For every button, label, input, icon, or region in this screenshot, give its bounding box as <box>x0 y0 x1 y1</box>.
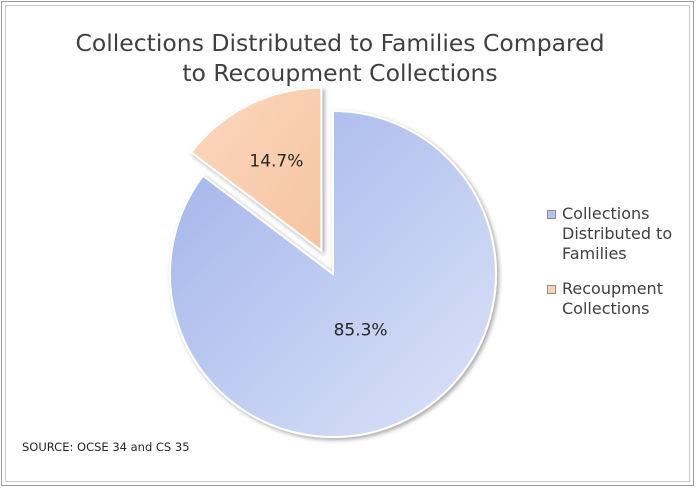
chart-title: Collections Distributed to Families Comp… <box>60 28 620 88</box>
legend-label-recoupment-line-2: Collections <box>562 299 650 318</box>
source-note: SOURCE: OCSE 34 and CS 35 <box>22 440 190 454</box>
pie-slice-recoupment <box>189 86 323 253</box>
legend-label-distributed-line-2: Distributed to <box>562 224 673 243</box>
legend-swatch-distributed <box>547 210 556 219</box>
legend-item-distributed: Collections Distributed to Families <box>545 204 685 264</box>
chart-legend: Collections Distributed to Families Reco… <box>545 204 685 334</box>
legend-label-distributed-line-1: Collections <box>562 204 650 223</box>
chart-frame-inner <box>5 5 690 482</box>
legend-label-distributed-line-3: Families <box>562 244 627 263</box>
data-label-recoupment: 14.7% <box>249 151 303 171</box>
legend-label-recoupment-line-1: Recoupment <box>562 279 663 298</box>
chart-title-line-1: Collections Distributed to Families Comp… <box>75 29 605 57</box>
pie-slice-distributed <box>169 109 497 438</box>
legend-item-recoupment: Recoupment Collections <box>545 279 685 319</box>
data-label-distributed: 85.3% <box>334 321 388 341</box>
chart-title-line-2: to Recoupment Collections <box>182 59 498 87</box>
legend-swatch-recoupment <box>547 285 556 294</box>
